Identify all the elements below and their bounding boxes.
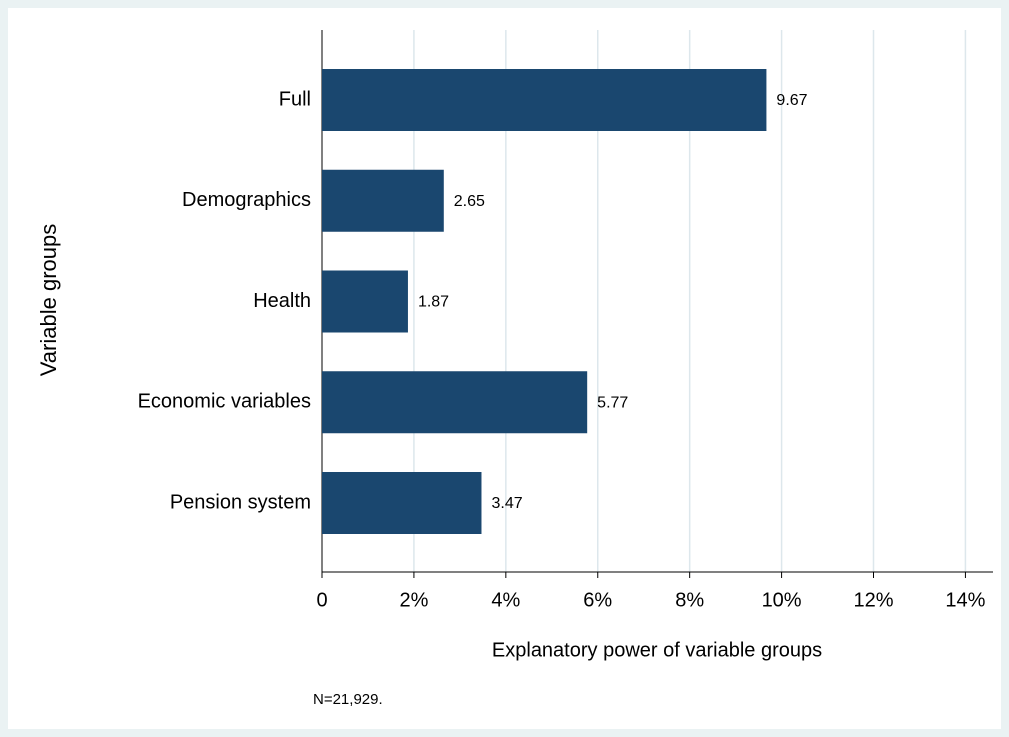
bar [322, 270, 408, 333]
y-tick-label: Demographics [182, 189, 311, 211]
x-tick-label: 12% [853, 589, 893, 611]
value-label: 3.47 [491, 495, 522, 512]
value-label: 2.65 [454, 193, 485, 210]
y-tick-label: Health [253, 290, 311, 312]
bar [322, 69, 767, 131]
value-label: 1.87 [418, 294, 449, 311]
y-tick-label: Economic variables [138, 391, 311, 413]
x-tick-label: 8% [675, 589, 704, 611]
note: N=21,929. [313, 691, 383, 708]
y-axis-title: Variable groups [36, 224, 61, 376]
y-tick-label: Pension system [170, 491, 311, 513]
bar [322, 472, 482, 534]
x-tick-label: 2% [399, 589, 428, 611]
x-axis-title: Explanatory power of variable groups [492, 639, 822, 661]
x-tick-label: 10% [762, 589, 802, 611]
x-tick-label: 4% [491, 589, 520, 611]
value-label: 9.67 [776, 92, 807, 109]
bar [322, 169, 444, 232]
value-label: 5.77 [597, 394, 628, 411]
x-tick-label: 0 [316, 589, 327, 611]
bar [322, 371, 588, 434]
x-tick-label: 14% [945, 589, 985, 611]
y-tick-label: Full [279, 88, 311, 110]
x-tick-label: 6% [583, 589, 612, 611]
